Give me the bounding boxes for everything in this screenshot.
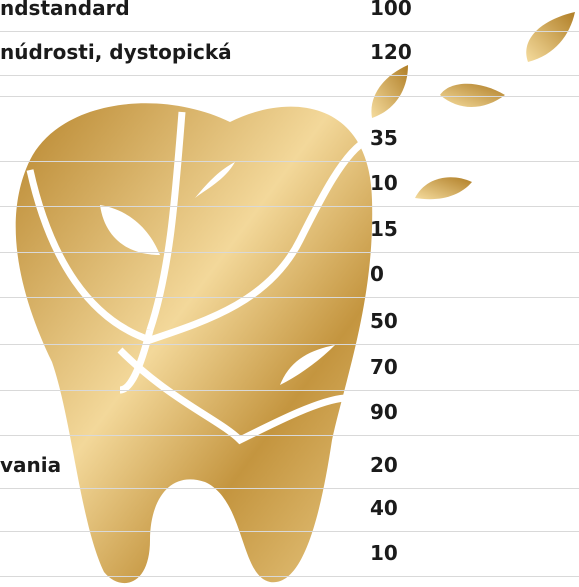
row-divider <box>0 435 579 436</box>
price-list: ndstandard100núdrosti, dystopická1203510… <box>0 0 579 587</box>
price: 40 <box>370 496 398 520</box>
row-divider <box>0 75 579 76</box>
price: 15 <box>370 217 398 241</box>
price: 10 <box>370 171 398 195</box>
row-divider <box>0 161 579 162</box>
price: 50 <box>370 309 398 333</box>
price: 120 <box>370 40 412 64</box>
price: 20 <box>370 453 398 477</box>
row-divider <box>0 31 579 32</box>
row-divider <box>0 96 579 97</box>
price: 10 <box>370 541 398 565</box>
price: 35 <box>370 126 398 150</box>
row-divider <box>0 390 579 391</box>
price: 90 <box>370 400 398 424</box>
row-divider <box>0 576 579 577</box>
service-name: vania <box>0 453 61 477</box>
row-divider <box>0 252 579 253</box>
page: ndstandard100núdrosti, dystopická1203510… <box>0 0 579 587</box>
price: 100 <box>370 0 412 20</box>
row-divider <box>0 344 579 345</box>
price: 0 <box>370 262 384 286</box>
service-name: ndstandard <box>0 0 130 20</box>
row-divider <box>0 531 579 532</box>
row-divider <box>0 488 579 489</box>
service-name: núdrosti, dystopická <box>0 40 232 64</box>
row-divider <box>0 297 579 298</box>
row-divider <box>0 206 579 207</box>
price: 70 <box>370 355 398 379</box>
